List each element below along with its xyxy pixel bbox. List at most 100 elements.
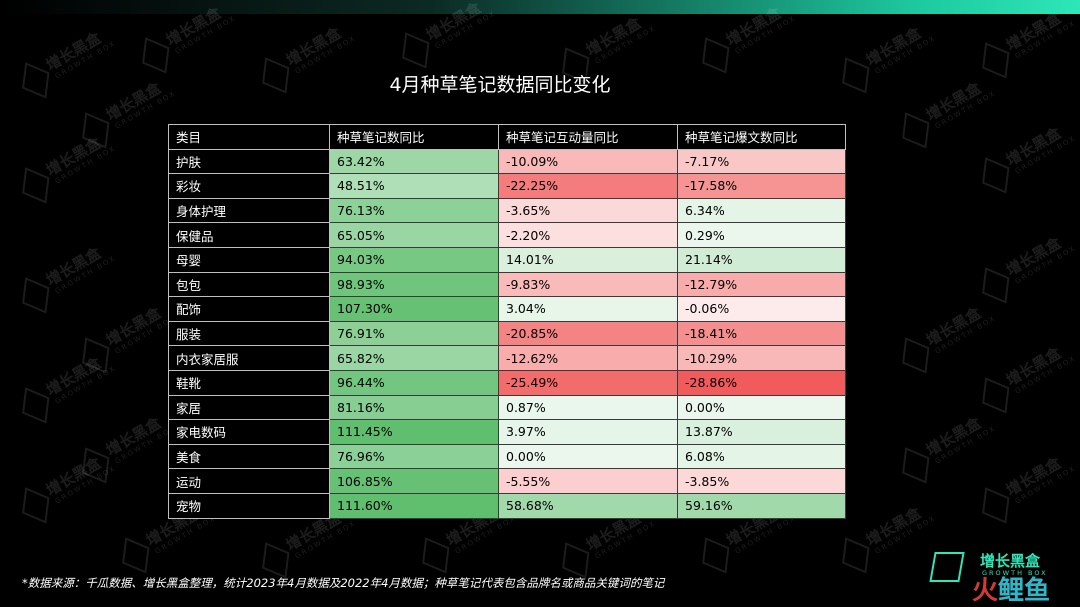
watermark-cube-icon	[262, 542, 290, 579]
category-cell: 护肤	[168, 148, 330, 175]
watermark-text: 增长黑盒	[1003, 123, 1064, 170]
value-cell-notes-yoy: 81.16%	[329, 394, 499, 421]
table-row: 内衣家居服 65.82% -12.62% -10.29%	[168, 345, 846, 371]
category-cell: 家电数码	[168, 419, 330, 445]
value-cell-notes-yoy: 107.30%	[329, 296, 499, 322]
watermark: 增长黑盒 GROWTH BOX	[895, 410, 998, 493]
watermark-text: 增长黑盒	[863, 503, 924, 550]
category-cell: 母婴	[168, 246, 330, 273]
watermark-subtext: GROWTH BOX	[453, 513, 518, 556]
table-row: 彩妆 48.51% -22.25% -17.58%	[168, 173, 846, 199]
value-cell-viral-yoy: 6.34%	[677, 197, 846, 224]
table-row: 服装 76.91% -20.85% -18.41%	[168, 320, 846, 347]
value-cell-notes-yoy: 111.60%	[329, 492, 499, 519]
watermark-subtext: GROWTH BOX	[593, 23, 658, 66]
table-row: 美食 76.96% 0.00% 6.08%	[168, 443, 846, 470]
watermark-text: 增长黑盒	[43, 133, 104, 180]
value-cell-engagement-yoy: 0.87%	[498, 394, 678, 421]
watermark-subtext: GROWTH BOX	[53, 363, 118, 406]
value-cell-engagement-yoy: 14.01%	[498, 246, 678, 273]
watermark: 增长黑盒 GROWTH BOX	[895, 300, 998, 383]
watermark-text: 增长黑盒	[1003, 233, 1064, 280]
watermark-cube-icon	[122, 537, 150, 574]
watermark-subtext: GROWTH BOX	[53, 463, 118, 506]
watermark: 增长黑盒 GROWTH BOX	[15, 350, 118, 433]
watermark: 增长黑盒 GROWTH BOX	[15, 240, 118, 323]
watermark-subtext: GROWTH BOX	[433, 8, 498, 51]
logo-name: 增长黑盒	[980, 552, 1041, 570]
value-cell-notes-yoy: 94.03%	[329, 246, 499, 273]
watermark-text: 增长黑盒	[1003, 453, 1064, 500]
category-cell: 彩妆	[168, 173, 330, 199]
watermark-subtext: GROWTH BOX	[293, 518, 358, 561]
value-cell-notes-yoy: 65.82%	[329, 345, 499, 371]
table-row: 母婴 94.03% 14.01% 21.14%	[168, 246, 846, 273]
watermark-cube-icon	[22, 487, 50, 524]
value-cell-viral-yoy: 0.00%	[677, 394, 846, 421]
source-footnote: *数据来源：千瓜数据、增长黑盒整理，统计2023年4月数据及2022年4月数据；…	[22, 576, 665, 590]
watermark-cube-icon	[82, 337, 110, 374]
value-cell-engagement-yoy: 3.97%	[498, 419, 678, 445]
table-row: 配饰 107.30% 3.04% -0.06%	[168, 296, 846, 322]
table-row: 家居 81.16% 0.87% 0.00%	[168, 394, 846, 421]
watermark-subtext: GROWTH BOX	[153, 513, 218, 556]
value-cell-viral-yoy: -12.79%	[677, 271, 846, 298]
value-cell-engagement-yoy: 3.04%	[498, 296, 678, 322]
table-row: 保健品 65.05% -2.20% 0.29%	[168, 222, 846, 248]
watermark-text: 增长黑盒	[863, 23, 924, 70]
value-cell-notes-yoy: 96.44%	[329, 369, 499, 396]
watermark-subtext: GROWTH BOX	[1013, 463, 1078, 506]
value-cell-notes-yoy: 76.91%	[329, 320, 499, 347]
value-cell-viral-yoy: 59.16%	[677, 492, 846, 519]
watermark-cube-icon	[702, 37, 730, 74]
value-cell-viral-yoy: -18.41%	[677, 320, 846, 347]
cube-logo-icon	[929, 552, 965, 582]
value-cell-viral-yoy: 13.87%	[677, 419, 846, 445]
watermark: 增长黑盒 GROWTH BOX	[15, 130, 118, 213]
watermark: 增长黑盒 GROWTH BOX	[75, 300, 178, 383]
watermark-cube-icon	[82, 447, 110, 484]
value-cell-notes-yoy: 63.42%	[329, 148, 499, 175]
value-cell-viral-yoy: 0.29%	[677, 222, 846, 248]
category-cell: 保健品	[168, 222, 330, 248]
column-header-viral-yoy: 种草笔记爆文数同比	[677, 124, 846, 150]
table-row: 包包 98.93% -9.83% -12.79%	[168, 271, 846, 298]
data-table: 类目 种草笔记数同比 种草笔记互动量同比 种草笔记爆文数同比 护肤 63.42% -…	[168, 124, 846, 519]
watermark-text: 增长黑盒	[1003, 343, 1064, 390]
watermark-subtext: GROWTH BOX	[173, 13, 238, 56]
value-cell-notes-yoy: 111.45%	[329, 419, 499, 445]
watermark-text: 增长黑盒	[103, 303, 164, 350]
value-cell-notes-yoy: 65.05%	[329, 222, 499, 248]
watermark: 增长黑盒 GROWTH BOX	[975, 120, 1078, 203]
watermark-text: 增长黑盒	[43, 453, 104, 500]
watermark-cube-icon	[22, 387, 50, 424]
value-cell-engagement-yoy: -22.25%	[498, 173, 678, 199]
top-gradient-bar	[0, 0, 1080, 14]
watermark: 增长黑盒 GROWTH BOX	[15, 450, 118, 533]
value-cell-viral-yoy: 6.08%	[677, 443, 846, 470]
value-cell-engagement-yoy: -12.62%	[498, 345, 678, 371]
watermark-subtext: GROWTH BOX	[593, 518, 658, 561]
value-cell-viral-yoy: 21.14%	[677, 246, 846, 273]
value-cell-engagement-yoy: -20.85%	[498, 320, 678, 347]
watermark: 增长黑盒 GROWTH BOX	[975, 340, 1078, 423]
watermark-subtext: GROWTH BOX	[53, 143, 118, 186]
logo-subtitle: GROWTH BOX	[982, 569, 1048, 577]
watermark-text: 增长黑盒	[103, 413, 164, 460]
table-header-row: 类目 种草笔记数同比 种草笔记互动量同比 种草笔记爆文数同比	[168, 124, 846, 150]
category-cell: 运动	[168, 468, 330, 494]
watermark-cube-icon	[842, 537, 870, 574]
value-cell-viral-yoy: -17.58%	[677, 173, 846, 199]
watermark-cube-icon	[702, 537, 730, 574]
value-cell-notes-yoy: 98.93%	[329, 271, 499, 298]
watermark-text: 增长黑盒	[583, 13, 644, 60]
value-cell-notes-yoy: 106.85%	[329, 468, 499, 494]
watermark: 增长黑盒 GROWTH BOX	[975, 230, 1078, 313]
category-cell: 包包	[168, 271, 330, 298]
watermark-subtext: GROWTH BOX	[1013, 18, 1078, 61]
chart-title: 4月种草笔记数据同比变化	[389, 74, 611, 96]
watermark-text: 增长黑盒	[1003, 8, 1064, 55]
table-row: 身体护理 76.13% -3.65% 6.34%	[168, 197, 846, 224]
watermark-subtext: GROWTH BOX	[733, 13, 798, 56]
value-cell-engagement-yoy: 0.00%	[498, 443, 678, 470]
